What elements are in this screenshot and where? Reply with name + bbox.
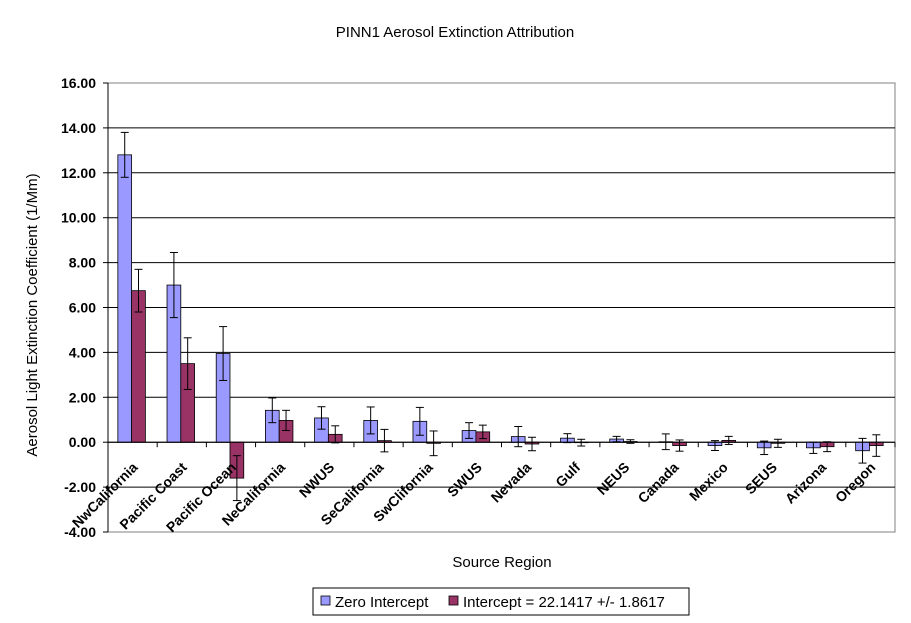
y-tick-labels: -4.00 -2.00 0.00 2.00 4.00 6.00 8.00 10.00 12.00… xyxy=(61,75,96,540)
y-tick-label: 2.00 xyxy=(69,389,96,405)
bars xyxy=(117,154,884,479)
bar xyxy=(131,290,146,443)
legend-swatch-intercept xyxy=(448,595,459,606)
chart-title: PINN1 Aerosol Extinction Attribution xyxy=(336,24,574,41)
x-axis-title: Source Region xyxy=(452,554,551,571)
legend-swatch-zero-intercept xyxy=(320,595,331,606)
legend-label-intercept: Intercept = 22.1417 +/- 1.8617 xyxy=(463,594,665,611)
y-tick-label: 4.00 xyxy=(69,344,96,360)
y-tick-label: 16.00 xyxy=(61,75,96,91)
y-tick-label: 0.00 xyxy=(69,434,96,450)
y-tick-label: -4.00 xyxy=(64,524,96,540)
y-tick-label: 10.00 xyxy=(61,210,96,226)
y-tick-label: 14.00 xyxy=(61,120,96,136)
legend: Zero Intercept Intercept = 22.1417 +/- 1… xyxy=(312,587,690,616)
y-axis-title: Aerosol Light Extinction Coefficient (1/… xyxy=(24,173,41,456)
y-tick-label: 8.00 xyxy=(69,255,96,271)
bar xyxy=(117,154,133,443)
legend-label-zero-intercept: Zero Intercept xyxy=(335,594,429,611)
axes xyxy=(103,82,896,533)
y-tick-label: 6.00 xyxy=(69,300,96,316)
legend-box xyxy=(312,587,690,616)
y-tick-label: -2.00 xyxy=(64,479,96,495)
y-tick-label: 12.00 xyxy=(61,165,96,181)
